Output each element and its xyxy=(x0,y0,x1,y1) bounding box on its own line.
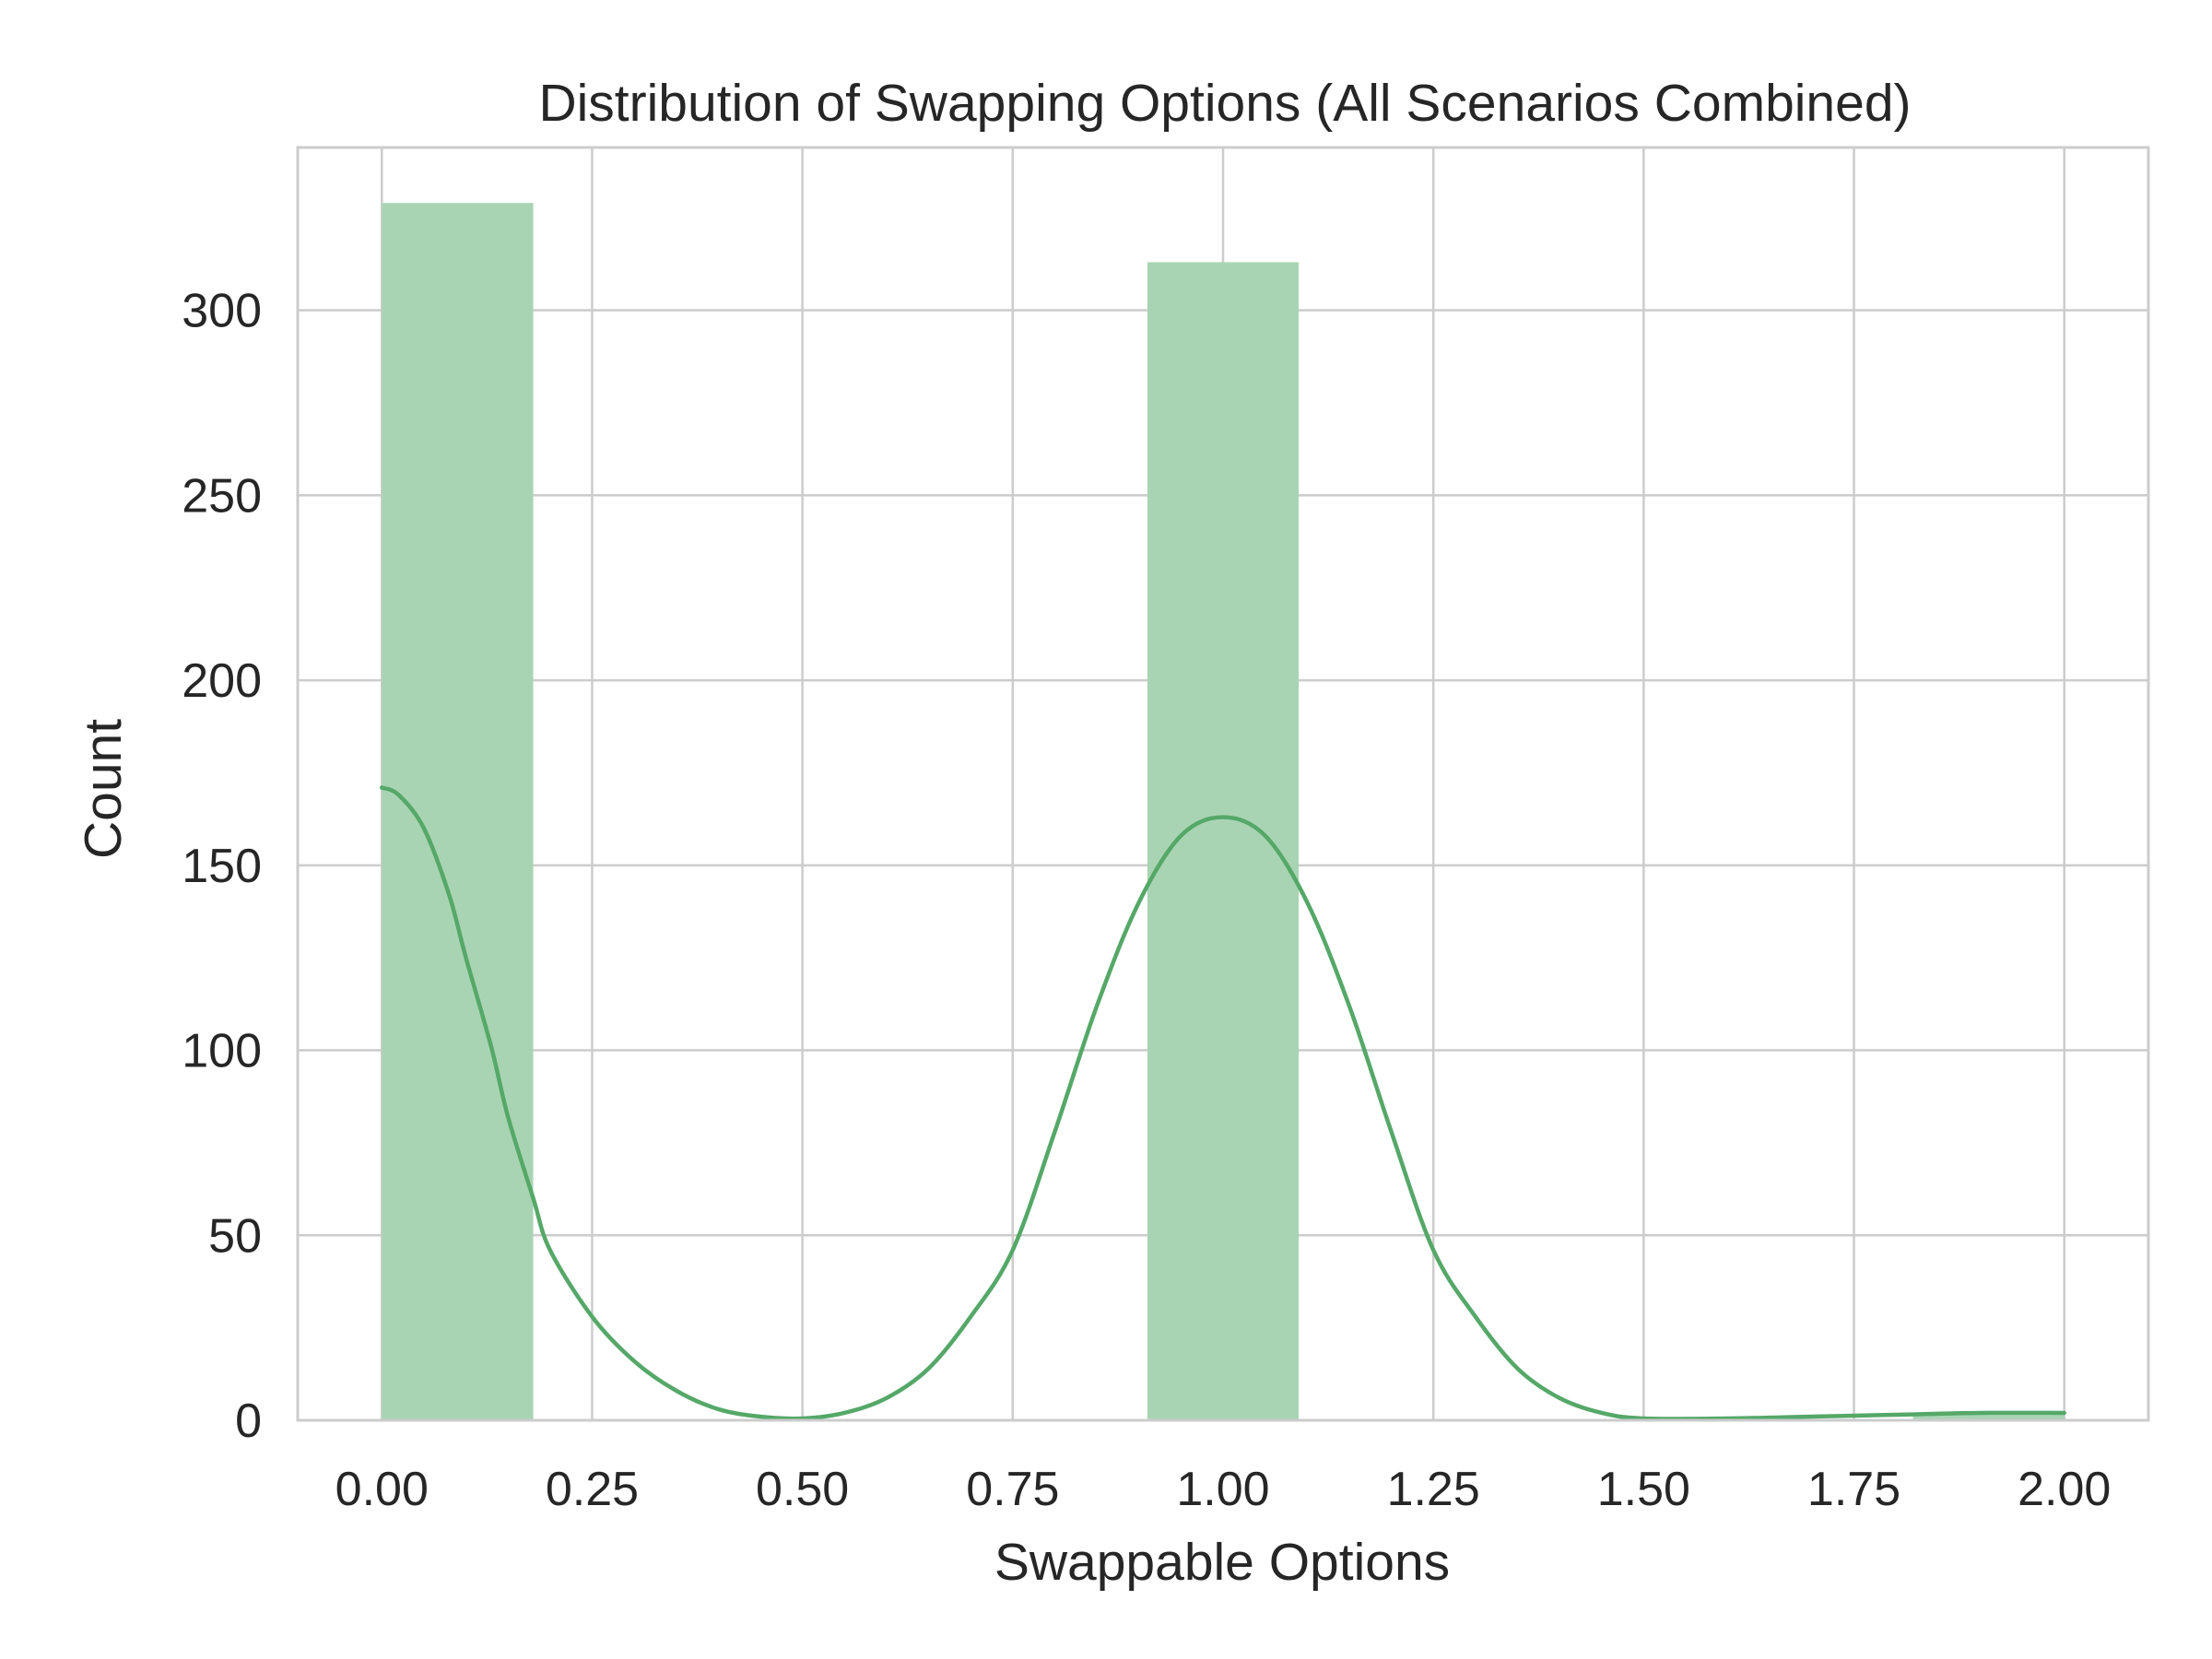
y-tick-label: 250 xyxy=(182,469,262,523)
histogram-bar xyxy=(1147,262,1300,1421)
x-tick-label: 0.50 xyxy=(756,1463,849,1516)
histogram-bar xyxy=(1912,1412,2065,1420)
y-tick-label: 100 xyxy=(182,1025,262,1078)
kde-curve-group xyxy=(380,785,2066,1421)
y-tick-label: 150 xyxy=(182,840,262,893)
x-tick-label: 1.00 xyxy=(1176,1463,1269,1516)
kde-curve xyxy=(380,785,2066,1421)
y-tick-label: 300 xyxy=(182,285,262,338)
chart-title: Distribution of Swapping Options (All Sc… xyxy=(538,74,1911,133)
x-axis-label: Swappable Options xyxy=(994,1533,1450,1592)
x-tick-label: 0.25 xyxy=(546,1463,639,1516)
x-tick-label: 1.25 xyxy=(1387,1463,1480,1516)
y-tick-label: 0 xyxy=(235,1394,262,1448)
x-tick-label: 0.00 xyxy=(335,1463,429,1516)
y-tick-label: 50 xyxy=(208,1209,262,1263)
x-tick-label: 0.75 xyxy=(966,1463,1059,1516)
y-tick-labels: 0 50 100 150 200 250 300 xyxy=(182,285,262,1448)
x-tick-labels: 0.00 0.25 0.50 0.75 1.00 1.25 1.50 1.75 2.00 xyxy=(335,1463,2112,1516)
y-axis-label: Count xyxy=(74,719,133,859)
histogram-bar xyxy=(382,203,534,1420)
bar-series xyxy=(382,203,2065,1421)
plot-frame xyxy=(296,146,2150,1422)
y-tick-label: 200 xyxy=(182,654,262,708)
x-tick-label: 1.50 xyxy=(1597,1463,1690,1516)
x-tick-label: 1.75 xyxy=(1807,1463,1900,1516)
x-tick-label: 2.00 xyxy=(2018,1463,2111,1516)
